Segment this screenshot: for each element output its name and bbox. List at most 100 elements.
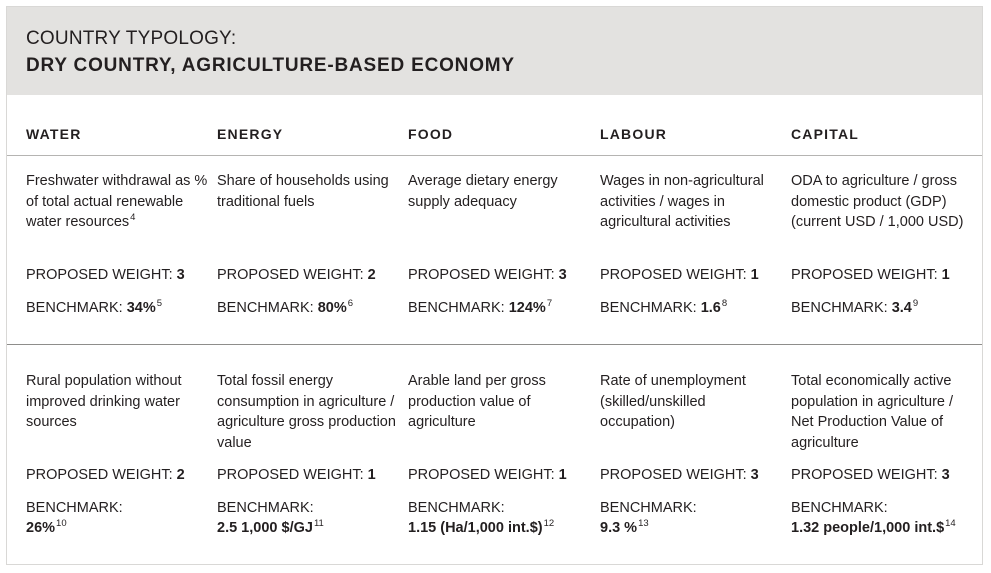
- indicator-description: ODA to agriculture / gross domestic prod…: [791, 173, 964, 230]
- benchmark: BENCHMARK: 26%10: [26, 498, 123, 538]
- weight-value: 1: [750, 267, 759, 283]
- weight-value: 1: [558, 467, 567, 483]
- benchmark: BENCHMARK: 1.68: [600, 298, 727, 318]
- header-divider: [7, 155, 982, 156]
- weight-value: 1: [941, 267, 950, 283]
- weight-label: PROPOSED WEIGHT:: [408, 467, 559, 483]
- indicator-cell: Average dietary energy supply adequacy: [408, 171, 592, 212]
- column-header-energy: ENERGY: [217, 126, 284, 142]
- weight-value: 1: [367, 467, 376, 483]
- benchmark-value: 124%: [508, 300, 546, 316]
- weight-label: PROPOSED WEIGHT:: [217, 267, 368, 283]
- proposed-weight: PROPOSED WEIGHT: 3: [408, 266, 567, 284]
- indicator-cell: Share of households using traditional fu…: [217, 171, 401, 212]
- indicator-cell: Rural population without improved drinki…: [26, 371, 210, 433]
- benchmark-label: BENCHMARK:: [791, 300, 892, 316]
- benchmark-value: 2.5 1,000 $/GJ: [217, 520, 313, 536]
- benchmark: BENCHMARK: 34%5: [26, 298, 162, 318]
- footnote-ref: 10: [56, 518, 67, 529]
- indicator-cell: Total fossil energy consumption in agric…: [217, 371, 401, 453]
- benchmark-value: 34%: [126, 300, 156, 316]
- footnote-ref: 8: [721, 298, 728, 309]
- proposed-weight: PROPOSED WEIGHT: 1: [408, 466, 567, 484]
- benchmark: BENCHMARK: 1.15 (Ha/1,000 int.$)12: [408, 498, 554, 538]
- indicator-description: Wages in non-agricultural activities / w…: [600, 173, 764, 230]
- benchmark-label: BENCHMARK:: [217, 300, 318, 316]
- indicator-cell: Freshwater withdrawal as % of total actu…: [26, 171, 210, 233]
- footnote-ref: 6: [347, 298, 354, 309]
- weight-value: 3: [750, 467, 759, 483]
- footnote-ref: 11: [313, 518, 324, 529]
- proposed-weight: PROPOSED WEIGHT: 1: [791, 266, 950, 284]
- proposed-weight: PROPOSED WEIGHT: 2: [26, 466, 185, 484]
- benchmark: BENCHMARK: 124%7: [408, 298, 552, 318]
- weight-value: 3: [558, 267, 567, 283]
- footnote-ref: 4: [130, 212, 136, 223]
- indicator-description: Average dietary energy supply adequacy: [408, 173, 558, 210]
- weight-label: PROPOSED WEIGHT:: [217, 467, 368, 483]
- indicator-cell: Total economically active population in …: [791, 371, 979, 453]
- weight-label: PROPOSED WEIGHT:: [791, 267, 942, 283]
- benchmark-label: BENCHMARK:: [408, 500, 505, 516]
- benchmark-label: BENCHMARK:: [217, 500, 314, 516]
- benchmark-label: BENCHMARK:: [600, 300, 701, 316]
- table-title: DRY COUNTRY, AGRICULTURE-BASED ECONOMY: [26, 55, 515, 76]
- column-header-labour: LABOUR: [600, 126, 668, 142]
- indicator-description: Share of households using traditional fu…: [217, 173, 389, 210]
- indicator-description: Arable land per gross production value o…: [408, 373, 546, 430]
- description-text: Freshwater withdrawal as % of total actu…: [26, 173, 208, 230]
- weight-label: PROPOSED WEIGHT:: [600, 467, 751, 483]
- footnote-ref: 12: [543, 518, 555, 529]
- indicator-description: Freshwater withdrawal as % of total actu…: [26, 171, 210, 233]
- indicator-cell: Arable land per gross production value o…: [408, 371, 592, 433]
- footnote-ref: 7: [546, 298, 553, 309]
- benchmark-value: 80%: [317, 300, 347, 316]
- benchmark-value: 1.15 (Ha/1,000 int.$): [408, 520, 543, 536]
- benchmark-label: BENCHMARK:: [26, 300, 127, 316]
- footnote-ref: 5: [156, 298, 163, 309]
- proposed-weight: PROPOSED WEIGHT: 3: [600, 466, 759, 484]
- benchmark-label: BENCHMARK:: [26, 500, 123, 516]
- benchmark-value: 1.6: [700, 300, 721, 316]
- benchmark: BENCHMARK: 3.49: [791, 298, 918, 318]
- weight-value: 2: [367, 267, 376, 283]
- benchmark-label: BENCHMARK:: [408, 300, 509, 316]
- column-header-capital: CAPITAL: [791, 126, 860, 142]
- benchmark-value: 9.3 %: [600, 520, 638, 536]
- row-divider: [7, 344, 982, 345]
- footnote-ref: 14: [945, 518, 956, 529]
- weight-label: PROPOSED WEIGHT:: [408, 267, 559, 283]
- benchmark: BENCHMARK: 2.5 1,000 $/GJ11: [217, 498, 324, 538]
- footnote-ref: 13: [638, 518, 649, 529]
- benchmark-value: 1.32 people/1,000 int.$: [791, 520, 945, 536]
- proposed-weight: PROPOSED WEIGHT: 2: [217, 266, 376, 284]
- indicator-description: Total fossil energy consumption in agric…: [217, 373, 396, 451]
- column-header-row: WATER ENERGY FOOD LABOUR CAPITAL: [7, 95, 982, 155]
- indicator-cell: Wages in non-agricultural activities / w…: [600, 171, 784, 233]
- benchmark-value: 3.4: [891, 300, 912, 316]
- proposed-weight: PROPOSED WEIGHT: 1: [600, 266, 759, 284]
- indicator-cell: Rate of unemployment (skilled/unskilled …: [600, 371, 784, 433]
- weight-value: 2: [176, 467, 185, 483]
- weight-label: PROPOSED WEIGHT:: [26, 467, 177, 483]
- weight-label: PROPOSED WEIGHT:: [26, 267, 177, 283]
- benchmark-label: BENCHMARK:: [600, 500, 697, 516]
- weight-value: 3: [941, 467, 950, 483]
- proposed-weight: PROPOSED WEIGHT: 3: [26, 266, 185, 284]
- weight-label: PROPOSED WEIGHT:: [600, 267, 751, 283]
- indicator-cell: ODA to agriculture / gross domestic prod…: [791, 171, 979, 233]
- column-header-food: FOOD: [408, 126, 454, 142]
- table-title-bar: COUNTRY TYPOLOGY: DRY COUNTRY, AGRICULTU…: [7, 7, 982, 95]
- benchmark: BENCHMARK: 9.3 %13: [600, 498, 697, 538]
- indicator-description: Rate of unemployment (skilled/unskilled …: [600, 373, 746, 430]
- proposed-weight: PROPOSED WEIGHT: 3: [791, 466, 950, 484]
- benchmark: BENCHMARK: 1.32 people/1,000 int.$14: [791, 498, 956, 538]
- table-title-label: COUNTRY TYPOLOGY:: [26, 28, 237, 49]
- benchmark-label: BENCHMARK:: [791, 500, 888, 516]
- weight-value: 3: [176, 267, 185, 283]
- column-header-water: WATER: [26, 126, 82, 142]
- indicator-description: Rural population without improved drinki…: [26, 373, 182, 430]
- weight-label: PROPOSED WEIGHT:: [791, 467, 942, 483]
- footnote-ref: 9: [912, 298, 919, 309]
- indicator-description: Total economically active population in …: [791, 373, 954, 451]
